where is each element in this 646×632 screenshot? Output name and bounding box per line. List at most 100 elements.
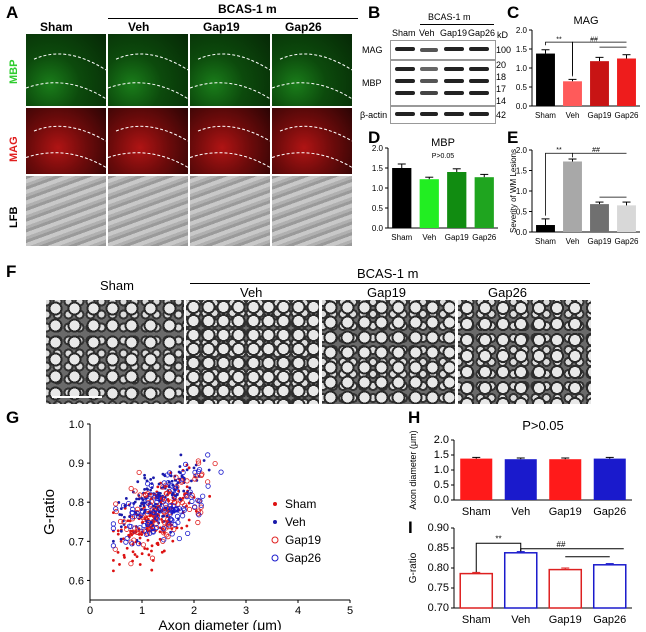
scatter-point-gap26 bbox=[147, 530, 153, 536]
scatter-point-sham bbox=[123, 556, 126, 559]
panel-a-col-veh: Veh bbox=[128, 20, 150, 34]
bar-veh bbox=[503, 552, 538, 609]
scatter-point-gap26 bbox=[218, 469, 224, 475]
panel-b-lane-gap26: Gap26 bbox=[468, 28, 496, 38]
panel-a-col-sham: Sham bbox=[40, 20, 73, 34]
scatter-point-gap19 bbox=[136, 469, 142, 476]
x-tick-label: Gap26 bbox=[472, 233, 497, 242]
wm-boundary-line bbox=[197, 53, 270, 71]
legend-marker bbox=[273, 502, 277, 506]
sig-bracket bbox=[545, 152, 573, 216]
x-tick-label: Sham bbox=[462, 614, 491, 626]
scatter-point-gap26 bbox=[153, 524, 160, 531]
scatter-point-sham bbox=[131, 550, 135, 554]
y-tick-label: 0.6 bbox=[69, 575, 84, 587]
scatter-point-gap26 bbox=[148, 492, 154, 498]
y-tick-label: 1.0 bbox=[372, 184, 384, 193]
scatter-point-gap19 bbox=[205, 479, 211, 485]
x-tick-label: 1 bbox=[139, 605, 145, 617]
scatter-point-sham bbox=[138, 536, 142, 540]
x-tick-label: 2 bbox=[191, 605, 197, 617]
scatter-point-sham bbox=[146, 517, 150, 521]
scatter-point-sham bbox=[119, 539, 123, 543]
x-tick-label: Gap26 bbox=[614, 237, 639, 246]
legend-label-sham: Sham bbox=[285, 497, 316, 511]
scatter-point-gap26 bbox=[195, 497, 201, 503]
scatter-point-sham bbox=[116, 550, 120, 554]
scatter-point-sham bbox=[112, 569, 115, 573]
x-tick-label: Gap26 bbox=[593, 506, 626, 518]
scatter-point-gap26 bbox=[188, 494, 194, 500]
scatter-point-sham bbox=[185, 485, 189, 489]
y-axis-label: Axon diameter (μm) bbox=[408, 430, 418, 509]
scatter-point-gap26 bbox=[176, 535, 182, 542]
legend-label-gap26: Gap26 bbox=[285, 551, 321, 565]
scatter-point-gap19 bbox=[141, 516, 147, 522]
scatter-point-gap26 bbox=[171, 494, 177, 500]
scatter-point-gap19 bbox=[154, 512, 161, 519]
panel-b-row-mbp: MBP bbox=[362, 78, 382, 88]
panel-a-image-mag-veh bbox=[108, 108, 188, 174]
chart-c-mag: 0.0 0.5 1.0 1.5 2.0 Sham Veh Gap19 Gap26 MAG ** ## bbox=[516, 15, 640, 120]
scatter-point-veh bbox=[149, 478, 153, 481]
scatter-point-gap26 bbox=[196, 512, 202, 518]
scatter-point-gap26 bbox=[200, 493, 206, 499]
x-tick-label: 0 bbox=[87, 605, 93, 617]
x-tick-label: Sham bbox=[535, 111, 556, 120]
panel-b-kd-label: kD bbox=[497, 30, 508, 40]
panel-label-a: A bbox=[6, 3, 19, 22]
bar-gap26 bbox=[617, 205, 636, 232]
scatter-point-gap26 bbox=[163, 502, 169, 508]
legend-marker bbox=[273, 520, 277, 524]
legend-label-gap19: Gap19 bbox=[285, 533, 321, 547]
panel-b-mw-42: 42 bbox=[496, 110, 507, 120]
scatter-point-sham bbox=[156, 485, 160, 489]
scatter-point-gap19 bbox=[192, 476, 198, 482]
bar-veh bbox=[504, 459, 537, 500]
sig-bracket bbox=[520, 548, 624, 558]
bar-gap26 bbox=[592, 564, 627, 609]
scatter-point-gap26 bbox=[157, 505, 164, 511]
bar-gap19 bbox=[549, 459, 582, 500]
y-tick-label: 1.0 bbox=[516, 64, 528, 73]
chart-i-gratio: 0.70 0.75 0.80 0.85 0.90 Sham Veh Gap19 Gap26 G-r… bbox=[408, 522, 632, 626]
scatter-point-gap19 bbox=[198, 472, 204, 478]
scatter-point-veh bbox=[135, 497, 139, 501]
panel-b-lane-veh: Veh bbox=[419, 28, 435, 38]
y-tick-label: 0.0 bbox=[434, 494, 449, 506]
scatter-point-gap19 bbox=[186, 506, 193, 512]
scatter-point-sham bbox=[175, 526, 179, 530]
x-axis-label: Axon diameter (μm) bbox=[158, 617, 281, 630]
x-tick-label: Veh bbox=[511, 614, 530, 626]
panel-a-image-lfb-veh bbox=[108, 176, 188, 246]
scatter-point-sham bbox=[150, 544, 154, 548]
scatter-point-sham bbox=[158, 530, 162, 534]
y-tick-label: 0.70 bbox=[428, 602, 449, 614]
scatter-point-gap19 bbox=[113, 501, 119, 507]
scatter-point-veh bbox=[119, 537, 123, 541]
sig-annotation: ## bbox=[557, 540, 566, 549]
scatter-point-sham bbox=[160, 518, 163, 521]
scatter-point-sham bbox=[150, 549, 153, 553]
scatter-point-gap26 bbox=[136, 513, 142, 520]
scatter-point-gap26 bbox=[189, 498, 195, 504]
x-tick-label: 4 bbox=[295, 605, 301, 617]
scatter-point-gap26 bbox=[197, 498, 203, 504]
chart-e-lesions: 0.0 0.5 1.0 1.5 2.0 Sham Veh Gap19 Gap26 Severity… bbox=[510, 146, 640, 246]
wm-boundary-line bbox=[115, 53, 188, 71]
scatter-point-veh bbox=[140, 496, 144, 500]
wm-boundary-line bbox=[197, 125, 270, 142]
y-tick-label: 0.5 bbox=[516, 83, 528, 92]
scatter-point-veh bbox=[143, 487, 146, 491]
chart-title: MBP bbox=[431, 137, 455, 149]
wm-boundary-line bbox=[190, 152, 270, 168]
wm-boundary-line bbox=[190, 82, 270, 100]
scatter-point-veh bbox=[161, 472, 165, 476]
y-tick-label: 1.0 bbox=[434, 464, 449, 476]
y-axis-label: G-ratio bbox=[41, 489, 58, 535]
wm-boundary-line bbox=[279, 53, 352, 71]
scatter-point-veh bbox=[157, 482, 161, 486]
y-tick-label: 0.5 bbox=[434, 479, 449, 491]
bar-gap26 bbox=[474, 177, 494, 228]
scatter-point-sham bbox=[126, 519, 130, 523]
